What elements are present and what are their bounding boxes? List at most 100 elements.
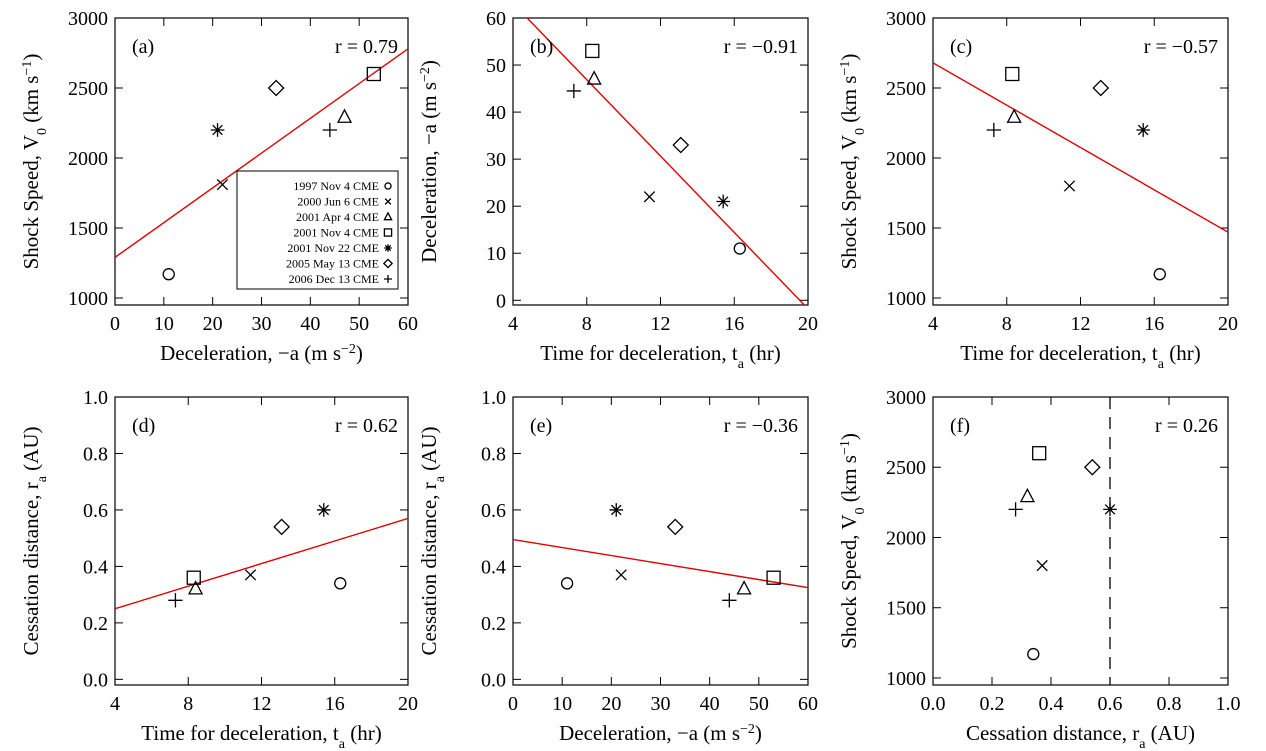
- fit-line: [115, 517, 408, 610]
- data-point-square: [585, 43, 600, 59]
- y-tick-label: 20: [486, 196, 506, 218]
- correlation-coefficient: r = 0.79: [335, 36, 398, 58]
- fit-line: [115, 48, 408, 258]
- data-point-triangle: [736, 580, 752, 595]
- legend-label: 1997 Nov 4 CME: [293, 179, 379, 193]
- data-point-plus: [986, 122, 1001, 138]
- y-tick-label: 0.6: [481, 500, 506, 522]
- y-tick-label: 1.0: [83, 387, 108, 409]
- plot-frame: [512, 17, 809, 306]
- data-point-x: [1036, 559, 1048, 572]
- data-point-plus: [566, 83, 581, 99]
- x-tick-label: 20: [601, 693, 621, 715]
- y-tick-label: 0.6: [83, 500, 108, 522]
- y-tick-label: 0.8: [481, 443, 506, 465]
- y-tick-label: 3000: [886, 8, 926, 30]
- x-tick-label: 8: [582, 313, 592, 335]
- y-tick-label: 0.0: [481, 669, 506, 691]
- y-tick-label: 2500: [68, 78, 108, 100]
- data-point-x: [216, 178, 229, 191]
- y-axis-title: Deceleration, −a (m s−2): [417, 60, 441, 263]
- x-tick-label: 12: [651, 313, 671, 335]
- panel-d: 4 8 12 16 20 0.0 0.2 0.4 0.6 0.8 1.0 Time for decel…: [19, 387, 418, 751]
- panel-c: 4 8 12 16 20 1000 1500 2000 2500 3000 Time for dec…: [837, 8, 1238, 372]
- correlation-coefficient: r = −0.36: [724, 415, 798, 437]
- data-point-plus: [1008, 502, 1023, 517]
- data-point-triangle: [187, 580, 204, 595]
- y-tick-label: 2500: [886, 78, 926, 100]
- y-tick-label: 0.0: [83, 669, 108, 691]
- y-tick-label: 50: [486, 55, 506, 77]
- y-tick-label: 1.0: [481, 387, 506, 409]
- data-point-circle: [162, 268, 175, 281]
- data-point-x: [615, 569, 627, 581]
- x-tick-label: 60: [798, 693, 818, 715]
- panel-a: 0 10 20 30 40 50 60 1000 1500 2000 2500 3000 Deceler…: [19, 8, 418, 365]
- legend-label: 2001 Nov 4 CME: [293, 226, 379, 240]
- data-point-plus: [168, 593, 183, 608]
- panel-f: 0.0 0.2 0.4 0.6 0.8 1.0 1000 1500 2000 2500 3000 Ce…: [837, 387, 1241, 751]
- x-tick-label: 0.8: [1157, 693, 1182, 715]
- y-tick-label: 1000: [886, 288, 926, 310]
- plot-frame: [114, 396, 409, 686]
- x-axis-title: Time for deceleration, ta (hr): [141, 721, 381, 751]
- data-point-asterisk: [716, 194, 731, 209]
- fit-line: [513, 538, 808, 589]
- data-point-asterisk: [210, 123, 225, 137]
- y-tick-label: 0.2: [83, 613, 108, 635]
- x-tick-label: 4: [110, 693, 120, 715]
- fit-line: [526, 18, 805, 305]
- legend-symbol-triangle: [383, 211, 393, 221]
- x-tick-label: 40: [700, 693, 720, 715]
- legend-symbol-square: [383, 228, 393, 237]
- x-tick-label: 10: [154, 313, 174, 335]
- x-axis-title: Time for deceleration, ta (hr): [960, 341, 1200, 372]
- data-point-triangle: [1019, 487, 1035, 503]
- x-tick-label: 20: [398, 693, 418, 715]
- data-point-diamond: [273, 518, 291, 536]
- legend-symbol-diamond: [382, 258, 394, 269]
- panel-label: (f): [950, 415, 970, 437]
- x-tick-label: 0.2: [980, 693, 1005, 715]
- y-tick-label: 0: [496, 290, 506, 312]
- data-point-asterisk: [1136, 123, 1151, 137]
- x-tick-label: 20: [1218, 313, 1238, 335]
- x-tick-label: 1.0: [1216, 693, 1241, 715]
- legend-symbol-asterisk: [384, 244, 392, 252]
- y-tick-label: 10: [486, 243, 506, 265]
- data-point-circle: [1027, 647, 1040, 661]
- y-tick-label: 0.4: [83, 556, 108, 578]
- x-tick-label: 20: [203, 313, 223, 335]
- x-axis-title: Cessation distance, ra (AU): [966, 721, 1195, 751]
- x-tick-label: 60: [398, 313, 418, 335]
- x-tick-label: 0.4: [1039, 693, 1064, 715]
- y-tick-label: 3000: [886, 387, 926, 409]
- legend-label: 2000 Jun 6 CME: [297, 195, 379, 209]
- y-tick-label: 1000: [886, 668, 926, 690]
- plot-frame: [512, 396, 809, 686]
- plot-frame: [932, 17, 1229, 306]
- data-point-square: [1005, 66, 1020, 82]
- y-axis-title: Cessation distance, ra (AU): [417, 426, 448, 655]
- data-point-x: [244, 569, 257, 581]
- x-tick-label: 12: [252, 693, 272, 715]
- y-tick-label: 1500: [68, 218, 108, 240]
- y-tick-label: 40: [486, 102, 506, 124]
- x-tick-label: 30: [252, 313, 272, 335]
- y-tick-label: 1000: [68, 288, 108, 310]
- x-tick-label: 8: [183, 693, 193, 715]
- data-point-square: [766, 570, 781, 585]
- legend-label: 2005 May 13 CME: [286, 257, 379, 271]
- data-point-plus: [322, 122, 338, 138]
- data-point-triangle: [586, 70, 602, 85]
- legend-label: 2001 Nov 22 CME: [287, 241, 379, 255]
- y-tick-label: 0.8: [83, 443, 108, 465]
- x-axis-title: Deceleration, −a (m s−2): [559, 721, 762, 745]
- y-tick-label: 2000: [68, 148, 108, 170]
- y-tick-label: 2500: [886, 457, 926, 479]
- data-point-diamond: [672, 136, 690, 154]
- x-axis-title: Time for deceleration, ta (hr): [540, 341, 780, 372]
- x-tick-label: 40: [300, 313, 320, 335]
